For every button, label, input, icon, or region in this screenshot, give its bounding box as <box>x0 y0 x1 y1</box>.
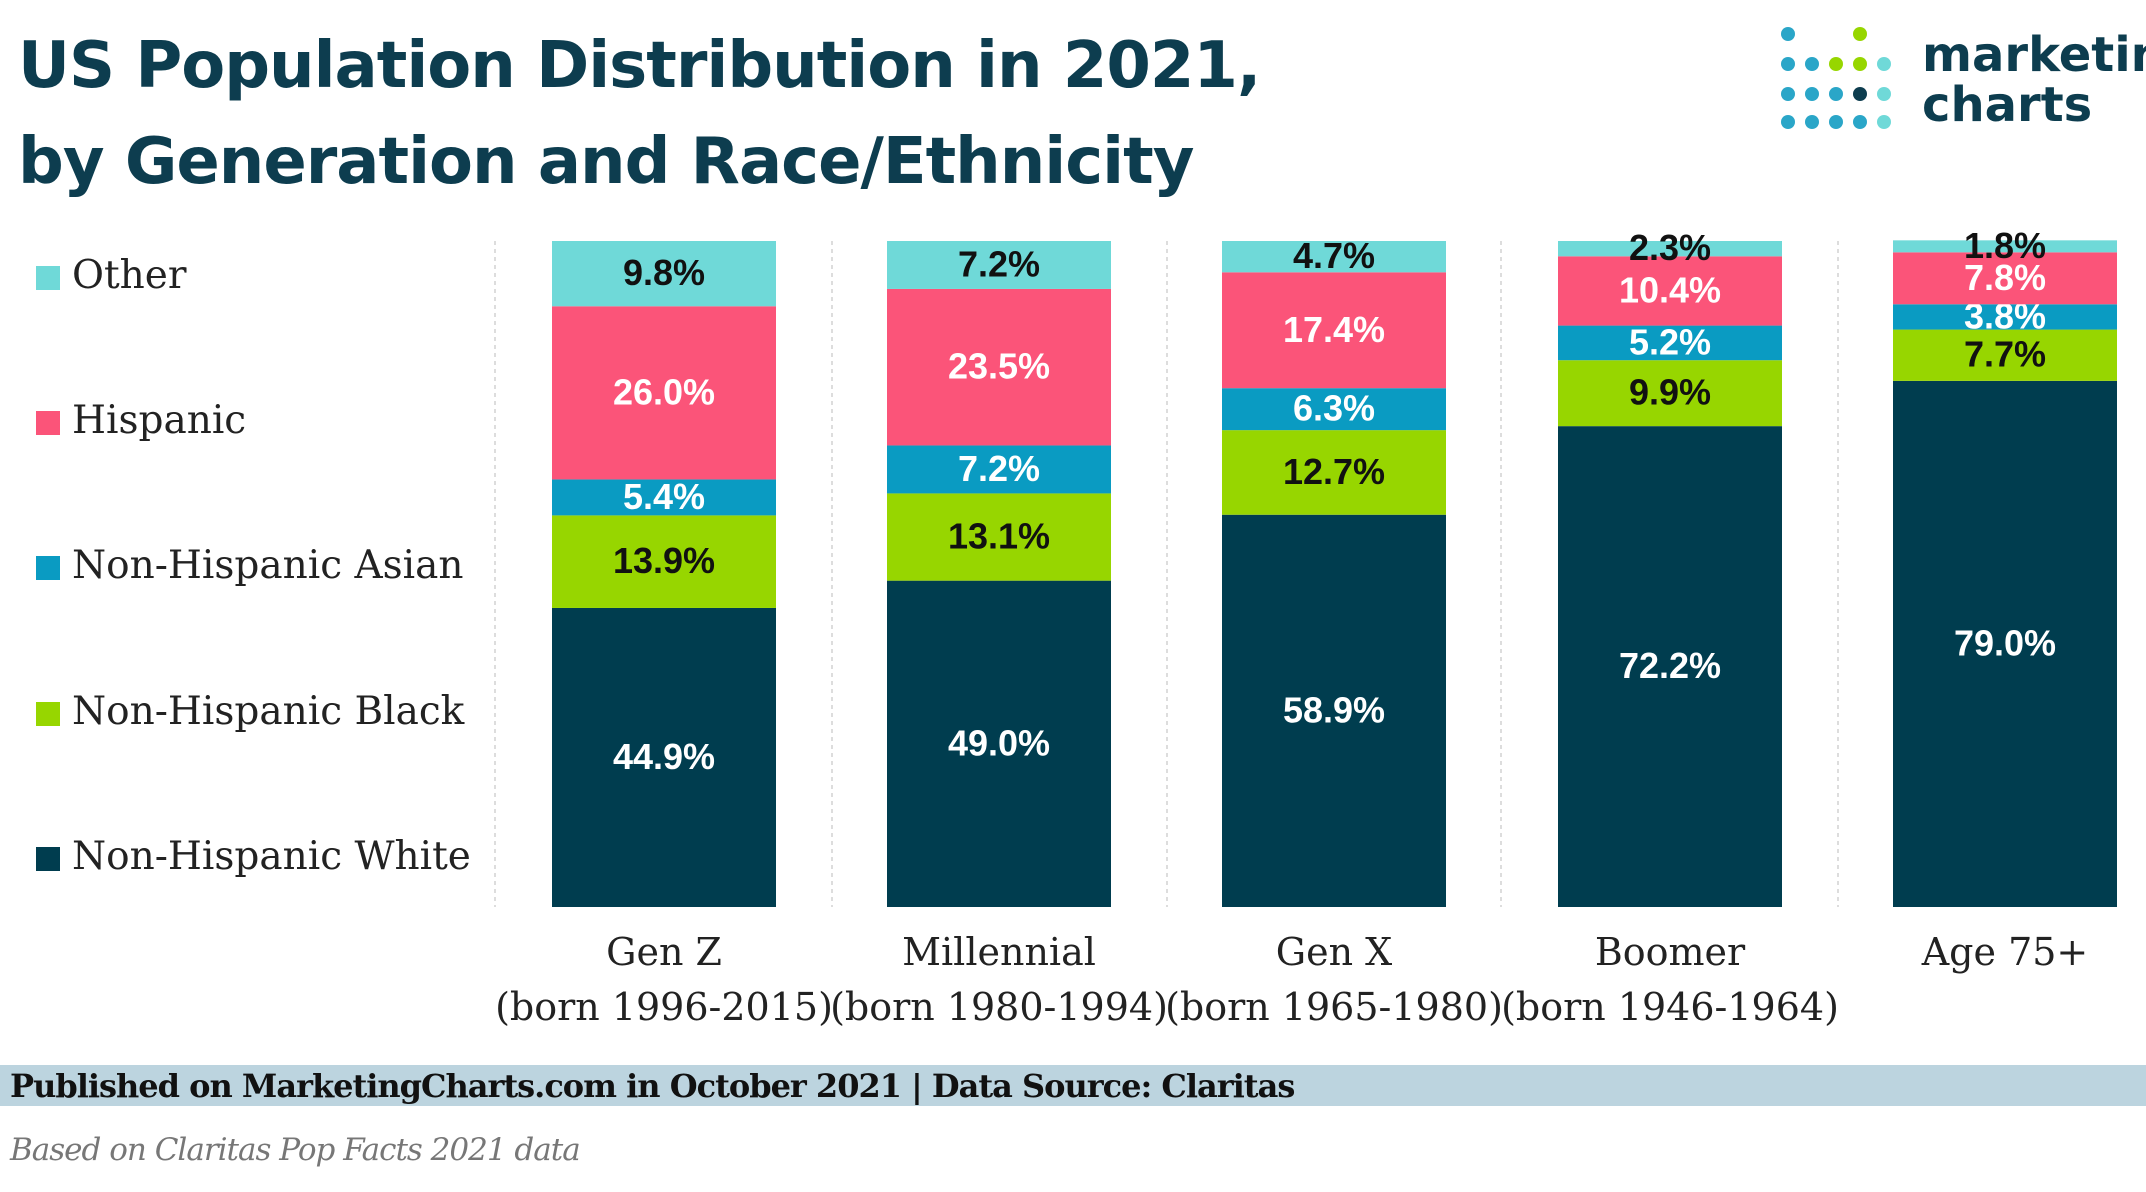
logo-dots <box>1781 27 1891 129</box>
legend-swatch <box>36 847 60 871</box>
bar-segment <box>1893 240 2117 253</box>
legend-swatch <box>36 556 60 580</box>
data-label: 7.8% <box>1964 257 2046 298</box>
data-label: 13.1% <box>948 516 1050 557</box>
data-label: 6.3% <box>1293 388 1375 429</box>
bar-segment <box>1893 304 2117 330</box>
legend-label: Hispanic <box>72 398 246 443</box>
bar-segment <box>887 241 1111 289</box>
bar-segment <box>1893 252 2117 305</box>
logo-text: charts <box>1922 77 2093 133</box>
bar-segment <box>552 515 776 608</box>
data-label: 12.7% <box>1283 451 1385 492</box>
data-label: 5.4% <box>623 476 705 517</box>
footer-source: Published on MarketingCharts.com in Octo… <box>10 1067 1295 1105</box>
bar-segment <box>1558 360 1782 427</box>
bar-segment <box>1222 430 1446 515</box>
bar-segment <box>552 306 776 480</box>
chart-title: US Population Distribution in 2021, by G… <box>18 29 1261 199</box>
legend-label: Non-Hispanic Asian <box>72 543 463 588</box>
data-label: 2.3% <box>1629 227 1711 268</box>
x-tick-label: Gen Z (born 1996-2015) <box>495 930 833 1029</box>
legend-swatch <box>36 702 60 726</box>
bar-segment <box>1558 325 1782 361</box>
bar-segment <box>887 445 1111 494</box>
legend-swatch <box>36 266 60 290</box>
legend-label: Other <box>72 253 187 298</box>
bar-segment <box>1558 241 1782 257</box>
bar-segment <box>887 288 1111 446</box>
data-label: 72.2% <box>1619 645 1721 686</box>
footer-band <box>0 1065 2146 1106</box>
bar-segment <box>1893 329 2117 381</box>
bar-segment <box>1222 272 1446 389</box>
bar-segment <box>1222 241 1446 273</box>
data-label: 4.7% <box>1293 235 1375 276</box>
bar-segment <box>552 479 776 516</box>
bar-segment <box>887 580 1111 907</box>
x-tick-label: Gen X (born 1965-1980) <box>1165 930 1503 1029</box>
bar-segment <box>552 607 776 907</box>
bar-segment <box>1222 388 1446 431</box>
bar-segment <box>887 493 1111 581</box>
data-label: 7.2% <box>958 448 1040 489</box>
data-label: 17.4% <box>1283 309 1385 350</box>
x-tick-label: Millennial (born 1980-1994) <box>830 930 1168 1029</box>
data-label: 49.0% <box>948 722 1050 763</box>
x-tick-label: Age 75+ <box>1921 930 2089 974</box>
data-label: 79.0% <box>1954 622 2056 663</box>
footer-note: Based on Claritas Pop Facts 2021 data <box>10 1132 581 1168</box>
data-label: 58.9% <box>1283 689 1385 730</box>
data-label: 26.0% <box>613 371 715 412</box>
data-label: 44.9% <box>613 736 715 777</box>
legend-swatch <box>36 411 60 435</box>
data-label: 7.2% <box>958 243 1040 284</box>
data-label: 13.9% <box>613 540 715 581</box>
bar-segment <box>1222 514 1446 907</box>
logo-text: marketing <box>1922 27 2146 83</box>
bar-segment <box>552 241 776 307</box>
bar-segment <box>1558 256 1782 326</box>
data-label: 9.9% <box>1629 372 1711 413</box>
bar-segment <box>1558 426 1782 907</box>
legend-label: Non-Hispanic White <box>72 834 471 879</box>
data-label: 10.4% <box>1619 269 1721 310</box>
data-label: 1.8% <box>1964 225 2046 266</box>
data-label: 9.8% <box>623 252 705 293</box>
bar-segment <box>1893 380 2117 907</box>
chart: Non-Hispanic White Non-Hispanic Black Non-… <box>36 225 2117 907</box>
x-tick-label: Boomer (born 1946-1964) <box>1501 930 1839 1029</box>
data-label: 23.5% <box>948 346 1050 387</box>
legend-label: Non-Hispanic Black <box>72 689 465 734</box>
data-label: 7.7% <box>1964 334 2046 375</box>
data-label: 5.2% <box>1629 321 1711 362</box>
